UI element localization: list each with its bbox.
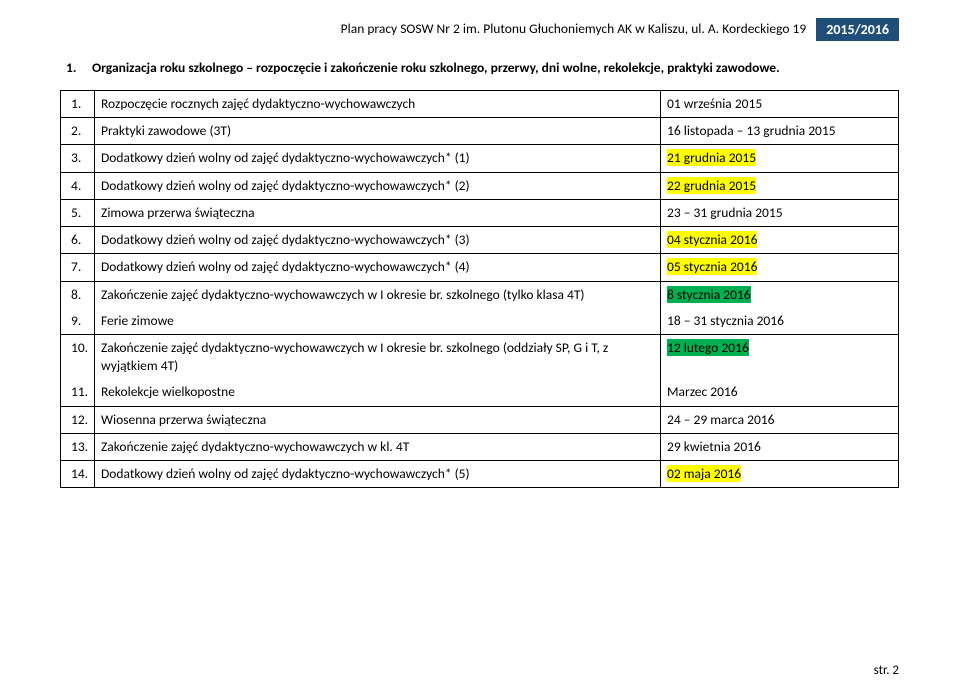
table-row: 11.Rekolekcje wielkopostneMarzec 2016 [61,379,899,406]
row-date: 24 – 29 marca 2016 [661,406,899,433]
row-number: 3. [61,145,95,172]
table-row: 3.Dodatkowy dzień wolny od zajęć dydakty… [61,145,899,172]
table-row: 14.Dodatkowy dzień wolny od zajęć dydakt… [61,461,899,488]
highlighted-date: 8 stycznia 2016 [667,286,751,303]
row-description: Praktyki zawodowe (3T) [95,118,661,145]
highlighted-date: 21 grudnia 2015 [667,149,756,166]
row-description: Dodatkowy dzień wolny od zajęć dydaktycz… [95,254,661,281]
row-description: Ferie zimowe [95,308,661,335]
table-row: 6.Dodatkowy dzień wolny od zajęć dydakty… [61,227,899,254]
row-date: 18 – 31 stycznia 2016 [661,308,899,335]
section-number: 1. [66,59,92,76]
row-date: 04 stycznia 2016 [661,227,899,254]
row-date: 21 grudnia 2015 [661,145,899,172]
row-description: Dodatkowy dzień wolny od zajęć dydaktycz… [95,461,661,488]
row-number: 1. [61,91,95,118]
row-description: Zakończenie zajęć dydaktyczno-wychowawcz… [95,433,661,460]
row-number: 11. [61,379,95,406]
highlighted-date: 05 stycznia 2016 [667,258,757,275]
row-date: 01 września 2015 [661,91,899,118]
row-date: 02 maja 2016 [661,461,899,488]
row-date: 12 lutego 2016 [661,334,899,379]
page-header: Plan pracy SOSW Nr 2 im. Plutonu Głuchon… [60,18,899,41]
schedule-table: 1.Rozpoczęcie rocznych zajęć dydaktyczno… [60,90,899,488]
page-number: str. 2 [874,663,899,678]
row-description: Dodatkowy dzień wolny od zajęć dydaktycz… [95,145,661,172]
row-number: 7. [61,254,95,281]
table-row: 1.Rozpoczęcie rocznych zajęć dydaktyczno… [61,91,899,118]
row-number: 5. [61,199,95,226]
highlighted-date: 02 maja 2016 [667,465,741,482]
row-description: Zakończenie zajęć dydaktyczno-wychowawcz… [95,281,661,308]
table-row: 13.Zakończenie zajęć dydaktyczno-wychowa… [61,433,899,460]
row-date: 16 listopada – 13 grudnia 2015 [661,118,899,145]
row-date: 23 – 31 grudnia 2015 [661,199,899,226]
table-row: 7.Dodatkowy dzień wolny od zajęć dydakty… [61,254,899,281]
row-description: Wiosenna przerwa świąteczna [95,406,661,433]
row-description: Zimowa przerwa świąteczna [95,199,661,226]
header-title: Plan pracy SOSW Nr 2 im. Plutonu Głuchon… [60,18,816,41]
row-number: 2. [61,118,95,145]
row-number: 8. [61,281,95,308]
section-heading: 1. Organizacja roku szkolnego – rozpoczę… [60,59,899,76]
table-row: 4.Dodatkowy dzień wolny od zajęć dydakty… [61,172,899,199]
header-year-badge: 2015/2016 [816,18,899,41]
row-description: Rekolekcje wielkopostne [95,379,661,406]
table-row: 12.Wiosenna przerwa świąteczna24 – 29 ma… [61,406,899,433]
section-title: Organizacja roku szkolnego – rozpoczęcie… [92,59,780,76]
row-date: 29 kwietnia 2016 [661,433,899,460]
row-description: Dodatkowy dzień wolny od zajęć dydaktycz… [95,172,661,199]
highlighted-date: 12 lutego 2016 [667,339,749,356]
table-row: 5.Zimowa przerwa świąteczna23 – 31 grudn… [61,199,899,226]
row-date: 8 stycznia 2016 [661,281,899,308]
table-row: 8.Zakończenie zajęć dydaktyczno-wychowaw… [61,281,899,308]
row-number: 14. [61,461,95,488]
highlighted-date: 04 stycznia 2016 [667,231,757,248]
row-date: 22 grudnia 2015 [661,172,899,199]
row-number: 13. [61,433,95,460]
table-row: 9.Ferie zimowe18 – 31 stycznia 2016 [61,308,899,335]
row-number: 10. [61,334,95,379]
highlighted-date: 22 grudnia 2015 [667,177,756,194]
row-number: 9. [61,308,95,335]
row-description: Dodatkowy dzień wolny od zajęć dydaktycz… [95,227,661,254]
row-date: 05 stycznia 2016 [661,254,899,281]
row-number: 12. [61,406,95,433]
table-row: 2.Praktyki zawodowe (3T)16 listopada – 1… [61,118,899,145]
row-description: Rozpoczęcie rocznych zajęć dydaktyczno-w… [95,91,661,118]
row-number: 6. [61,227,95,254]
table-row: 10.Zakończenie zajęć dydaktyczno-wychowa… [61,334,899,379]
row-date: Marzec 2016 [661,379,899,406]
row-description: Zakończenie zajęć dydaktyczno-wychowawcz… [95,334,661,379]
row-number: 4. [61,172,95,199]
